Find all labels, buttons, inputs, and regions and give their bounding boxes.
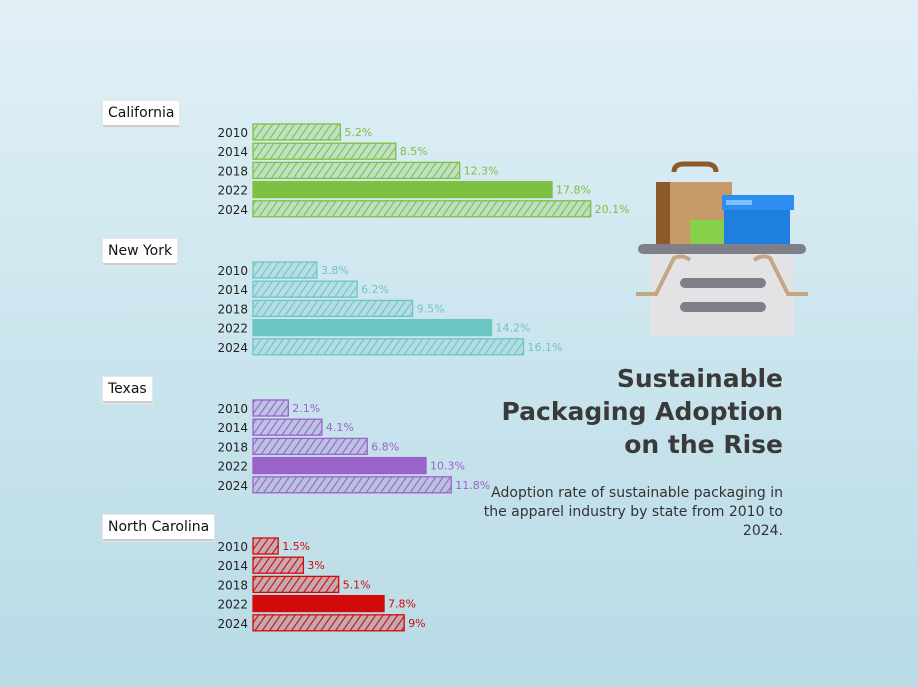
bar-hatch <box>252 614 405 632</box>
year-label: 2014 <box>217 421 248 435</box>
shopping-basket-with-packages-icon <box>636 161 808 336</box>
value-label: 4.1% <box>326 421 354 434</box>
bar-hatch <box>252 280 358 298</box>
year-label: 2010 <box>217 264 248 278</box>
year-label: 2024 <box>217 479 248 493</box>
value-label: 6.2% <box>361 283 389 296</box>
year-label: 2022 <box>217 322 248 336</box>
bar-hatch <box>252 318 493 337</box>
value-label: 12.3% <box>464 164 499 177</box>
year-label: 2014 <box>217 145 248 159</box>
panel-label-california: California <box>103 101 180 127</box>
bar-hatch <box>252 161 461 180</box>
value-label: 16.1% <box>527 341 562 354</box>
year-label: 2024 <box>217 341 248 355</box>
year-label: 2024 <box>217 203 248 217</box>
year-label: 2014 <box>217 559 248 573</box>
year-label: 2018 <box>217 578 248 592</box>
bar-hatch <box>252 537 279 555</box>
value-label: 14.2% <box>496 322 531 335</box>
year-label: 2018 <box>217 164 248 178</box>
bar-hatch <box>252 123 342 141</box>
year-label: 2022 <box>217 598 248 612</box>
bar-hatch <box>252 338 525 356</box>
value-label: 1.5% <box>282 540 310 553</box>
bar-hatch <box>252 476 452 494</box>
panel-label-new-york: New York <box>103 239 178 265</box>
year-label: 2022 <box>217 460 248 474</box>
value-label: 10.3% <box>430 460 465 473</box>
year-label: 2010 <box>217 126 248 140</box>
year-label: 2010 <box>217 540 248 554</box>
year-label: 2024 <box>217 617 248 631</box>
value-label: 6.8% <box>371 440 399 453</box>
bar-hatch <box>252 142 397 160</box>
chart-subtitle: Adoption rate of sustainable packaging i… <box>483 485 783 539</box>
bar-hatch <box>252 556 305 574</box>
year-label: 2022 <box>217 184 248 198</box>
bar-hatch <box>252 437 368 456</box>
bar-hatch <box>252 200 592 218</box>
value-label: 5.1% <box>343 578 371 591</box>
value-label: 2.1% <box>292 402 320 415</box>
year-label: 2018 <box>217 440 248 454</box>
value-label: 8.5% <box>400 145 428 158</box>
bar-hatch <box>252 299 414 318</box>
year-label: 2014 <box>217 283 248 297</box>
value-label: 3% <box>307 559 324 572</box>
bar-hatch <box>252 180 553 199</box>
year-label: 2010 <box>217 402 248 416</box>
bar-hatch <box>252 594 385 613</box>
value-label: 20.1% <box>595 203 630 216</box>
value-label: 7.8% <box>388 598 416 611</box>
panel-label-north-carolina: North Carolina <box>103 515 215 541</box>
value-label: 3.8% <box>321 264 349 277</box>
panel-label-texas: Texas <box>103 377 152 403</box>
bar-hatch <box>252 399 289 417</box>
chart-title: Sustainable Packaging Adoption on the Ri… <box>501 364 783 459</box>
value-label: 9% <box>408 617 425 630</box>
value-label: 17.8% <box>556 184 591 197</box>
bar-hatch <box>252 575 340 594</box>
year-label: 2018 <box>217 302 248 316</box>
bar-hatch <box>252 261 318 279</box>
value-label: 9.5% <box>417 302 445 315</box>
value-label: 11.8% <box>455 479 490 492</box>
bar-hatch <box>252 418 323 436</box>
bar-hatch <box>252 456 427 475</box>
value-label: 5.2% <box>344 126 372 139</box>
